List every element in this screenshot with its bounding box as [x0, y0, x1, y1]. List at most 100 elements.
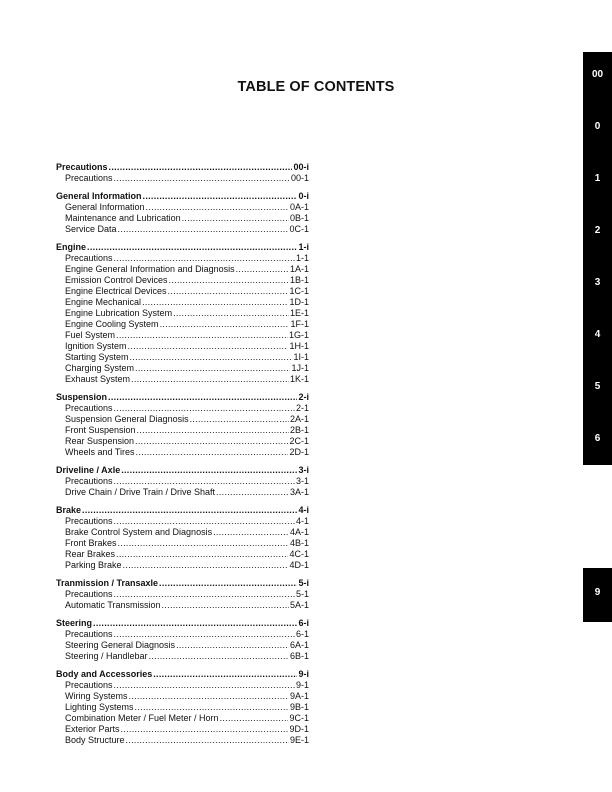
dot-leader — [82, 504, 297, 516]
entry-title: Rear Suspension — [65, 436, 135, 446]
toc-entry[interactable]: Engine Mechanical 1D-1 — [56, 297, 309, 308]
section-heading[interactable]: Engine 1-i — [56, 241, 309, 253]
section-heading[interactable]: Steering 6-i — [56, 617, 309, 629]
section-tab[interactable]: 1 — [594, 173, 601, 184]
entry-title: Engine Mechanical — [65, 297, 142, 307]
page-number: 1J-1 — [291, 363, 309, 373]
section-tab[interactable]: 9 — [594, 587, 601, 598]
toc-entry[interactable]: Starting System 1I-1 — [56, 352, 309, 363]
toc-entry[interactable]: Precautions 00-1 — [56, 173, 309, 184]
toc-entry[interactable]: Parking Brake 4D-1 — [56, 560, 309, 571]
entry-title: Body and Accessories — [56, 669, 153, 679]
dot-leader — [162, 600, 289, 611]
page-number: 9D-1 — [289, 724, 309, 734]
entry-title: Suspension — [56, 392, 108, 402]
page-number: 1K-1 — [289, 374, 309, 384]
section-tab[interactable]: 00 — [591, 69, 604, 80]
section-tab[interactable]: 6 — [594, 433, 601, 444]
toc-entry[interactable]: Maintenance and Lubrication 0B-1 — [56, 213, 309, 224]
toc-entry[interactable]: Engine General Information and Diagnosis… — [56, 264, 309, 275]
toc-entry[interactable]: Brake Control System and Diagnosis 4A-1 — [56, 527, 309, 538]
toc-entry[interactable]: Steering / Handlebar 6B-1 — [56, 651, 309, 662]
toc-entry[interactable]: Combination Meter / Fuel Meter / Horn 9C-… — [56, 713, 309, 724]
page-number: 1A-1 — [289, 264, 309, 274]
section-heading[interactable]: Body and Accessories 9-i — [56, 668, 309, 680]
section-heading[interactable]: Suspension 2-i — [56, 391, 309, 403]
toc-entry[interactable]: Wheels and Tires 2D-1 — [56, 447, 309, 458]
dot-leader — [159, 577, 297, 589]
section-tab[interactable]: 5 — [594, 381, 601, 392]
page-number: 2B-1 — [289, 425, 309, 435]
section-heading[interactable]: Tranmission / Transaxle 5-i — [56, 577, 309, 589]
entry-title: Rear Brakes — [65, 549, 116, 559]
entry-title: Engine Cooling System — [65, 319, 159, 329]
dot-leader — [142, 297, 288, 308]
section-heading[interactable]: Brake 4-i — [56, 504, 309, 516]
section-tabs: 00 0 1 2 3 4 5 6 — [583, 52, 612, 465]
toc-entry[interactable]: Ignition System 1H-1 — [56, 341, 309, 352]
toc-entry[interactable]: Suspension General Diagnosis 2A-1 — [56, 414, 309, 425]
dot-leader — [182, 213, 289, 224]
entry-title: Parking Brake — [65, 560, 122, 570]
toc-entry[interactable]: Front Suspension 2B-1 — [56, 425, 309, 436]
page-number: 5-1 — [295, 589, 309, 599]
toc-section: Precautions 00-i Precautions 00-1 — [56, 161, 309, 184]
toc-entry[interactable]: Precautions 5-1 — [56, 589, 309, 600]
dot-leader — [135, 436, 288, 447]
page-number: 2D-1 — [289, 447, 309, 457]
toc-entry[interactable]: Exterior Parts 9D-1 — [56, 724, 309, 735]
entry-title: Wiring Systems — [65, 691, 128, 701]
page-number: 9B-1 — [289, 702, 309, 712]
entry-title: Engine Electrical Devices — [65, 286, 167, 296]
dot-leader — [131, 374, 289, 385]
toc-entry[interactable]: General Information 0A-1 — [56, 202, 309, 213]
toc-entry[interactable]: Fuel System 1G-1 — [56, 330, 309, 341]
section-tab[interactable]: 3 — [594, 277, 601, 288]
page-number: 1C-1 — [289, 286, 309, 296]
toc-entry[interactable]: Lighting Systems 9B-1 — [56, 702, 309, 713]
toc-entry[interactable]: Steering General Diagnosis 6A-1 — [56, 640, 309, 651]
page-number: 0A-1 — [289, 202, 309, 212]
dot-leader — [168, 286, 289, 297]
toc-entry[interactable]: Precautions 6-1 — [56, 629, 309, 640]
toc-entry[interactable]: Precautions 3-1 — [56, 476, 309, 487]
page-number: 9C-1 — [289, 713, 309, 723]
toc-entry[interactable]: Exhaust System 1K-1 — [56, 374, 309, 385]
entry-title: Engine General Information and Diagnosis — [65, 264, 235, 274]
entry-title: Precautions — [56, 162, 108, 172]
toc-entry[interactable]: Emission Control Devices 1B-1 — [56, 275, 309, 286]
section-tab[interactable]: 0 — [594, 121, 601, 132]
dot-leader — [108, 391, 297, 403]
toc-entry[interactable]: Engine Cooling System 1F-1 — [56, 319, 309, 330]
dot-leader — [173, 308, 289, 319]
toc-entry[interactable]: Engine Lubrication System 1E-1 — [56, 308, 309, 319]
toc-entry[interactable]: Charging System 1J-1 — [56, 363, 309, 374]
section-heading[interactable]: Driveline / Axle 3-i — [56, 464, 309, 476]
toc-entry[interactable]: Drive Chain / Drive Train / Drive Shaft 3… — [56, 487, 309, 498]
page-number: 00-1 — [290, 173, 309, 183]
toc-entry[interactable]: Service Data 0C-1 — [56, 224, 309, 235]
dot-leader — [146, 202, 289, 213]
section-heading[interactable]: Precautions 00-i — [56, 161, 309, 173]
toc-entry[interactable]: Body Structure 9E-1 — [56, 735, 309, 746]
toc-entry[interactable]: Wiring Systems 9A-1 — [56, 691, 309, 702]
toc-entry[interactable]: Precautions 2-1 — [56, 403, 309, 414]
entry-title: Service Data — [65, 224, 117, 234]
toc-entry[interactable]: Engine Electrical Devices 1C-1 — [56, 286, 309, 297]
toc-entry[interactable]: Rear Suspension 2C-1 — [56, 436, 309, 447]
page-number: 2C-1 — [289, 436, 309, 446]
toc-entry[interactable]: Precautions 1-1 — [56, 253, 309, 264]
toc-entry[interactable]: Precautions 9-1 — [56, 680, 309, 691]
page-number: 4D-1 — [289, 560, 309, 570]
page-number: 1E-1 — [289, 308, 309, 318]
toc-entry[interactable]: Front Brakes 4B-1 — [56, 538, 309, 549]
toc-entry[interactable]: Rear Brakes 4C-1 — [56, 549, 309, 560]
dot-leader — [93, 617, 297, 629]
entry-title: Ignition System — [65, 341, 127, 351]
entry-title: Exhaust System — [65, 374, 131, 384]
toc-entry[interactable]: Automatic Transmission 5A-1 — [56, 600, 309, 611]
section-tab[interactable]: 4 — [594, 329, 601, 340]
toc-entry[interactable]: Precautions 4-1 — [56, 516, 309, 527]
section-heading[interactable]: General Information 0-i — [56, 190, 309, 202]
section-tab[interactable]: 2 — [594, 225, 601, 236]
